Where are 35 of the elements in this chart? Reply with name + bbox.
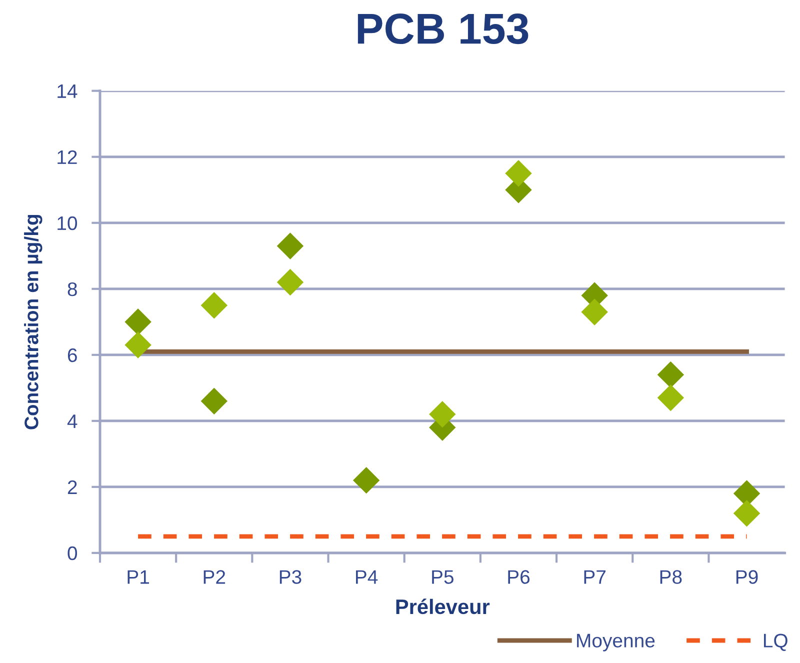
x-axis-title: Préleveur	[396, 598, 490, 614]
point	[200, 388, 228, 414]
x-tick-label: P9	[736, 570, 758, 584]
x-tick-label: P7	[584, 570, 606, 584]
x-tick-label: P3	[280, 570, 302, 584]
y-tick-label: 12	[58, 150, 77, 164]
point	[276, 268, 304, 296]
point	[581, 298, 608, 326]
y-tick-label: 8	[68, 282, 77, 296]
x-tick-label: P4	[356, 570, 378, 584]
legend-label: LQ	[764, 634, 788, 651]
y-tick-label: 10	[58, 216, 78, 230]
y-tick-label: 4	[67, 414, 78, 428]
point	[124, 308, 152, 336]
x-tick-label: P1	[128, 570, 149, 584]
x-tick-label: P2	[204, 570, 226, 584]
point	[733, 500, 760, 527]
chart-title: PCB 153	[358, 14, 528, 44]
y-axis-title: Concentration en µg/kg	[24, 214, 42, 430]
x-tick-label: P5	[432, 570, 454, 584]
point	[657, 384, 684, 412]
y-tick-label: 6	[68, 348, 77, 362]
point	[429, 400, 456, 428]
legend-label: Moyenne	[577, 634, 655, 652]
point	[200, 292, 228, 319]
point	[352, 466, 380, 494]
x-tick-label: P8	[660, 570, 682, 584]
x-tick-label: P6	[508, 570, 530, 584]
point	[276, 232, 304, 260]
point	[124, 332, 152, 358]
y-tick-label: 14	[58, 84, 78, 98]
y-tick-label: 2	[68, 480, 77, 494]
y-tick-label: 0	[68, 546, 78, 560]
point	[657, 361, 684, 388]
point	[505, 160, 532, 187]
